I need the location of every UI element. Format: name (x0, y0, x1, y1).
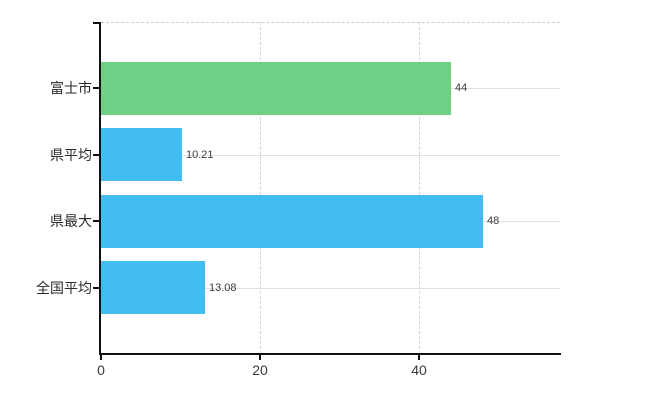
y-tick (93, 154, 101, 156)
x-tick-label: 0 (97, 362, 105, 378)
bar[interactable] (101, 62, 451, 115)
plot-top-border (101, 22, 560, 23)
category-label: 県平均 (50, 147, 92, 163)
y-axis-end-tick (93, 22, 101, 24)
bar-value-label: 44 (455, 82, 468, 94)
category-label: 全国平均 (36, 280, 92, 296)
x-tick (418, 354, 420, 360)
bar-value-label: 48 (487, 215, 500, 227)
x-tick-label: 40 (411, 362, 427, 378)
bar-value-label: 10.21 (186, 149, 214, 161)
category-label: 富士市 (50, 80, 92, 96)
y-tick (93, 220, 101, 222)
bar[interactable] (101, 128, 182, 181)
bar[interactable] (101, 195, 483, 248)
y-tick (93, 287, 101, 289)
h-gridline (101, 155, 560, 156)
category-label: 県最大 (50, 213, 92, 229)
x-tick (259, 354, 261, 360)
x-tick-label: 20 (252, 362, 268, 378)
bar[interactable] (101, 261, 205, 314)
y-axis-line (99, 22, 101, 355)
h-gridline (101, 288, 560, 289)
v-gridline (419, 22, 421, 354)
v-gridline (260, 22, 262, 354)
x-tick (100, 354, 102, 360)
x-axis-line (99, 353, 561, 355)
bar-value-label: 13.08 (209, 282, 237, 294)
y-tick (93, 87, 101, 89)
